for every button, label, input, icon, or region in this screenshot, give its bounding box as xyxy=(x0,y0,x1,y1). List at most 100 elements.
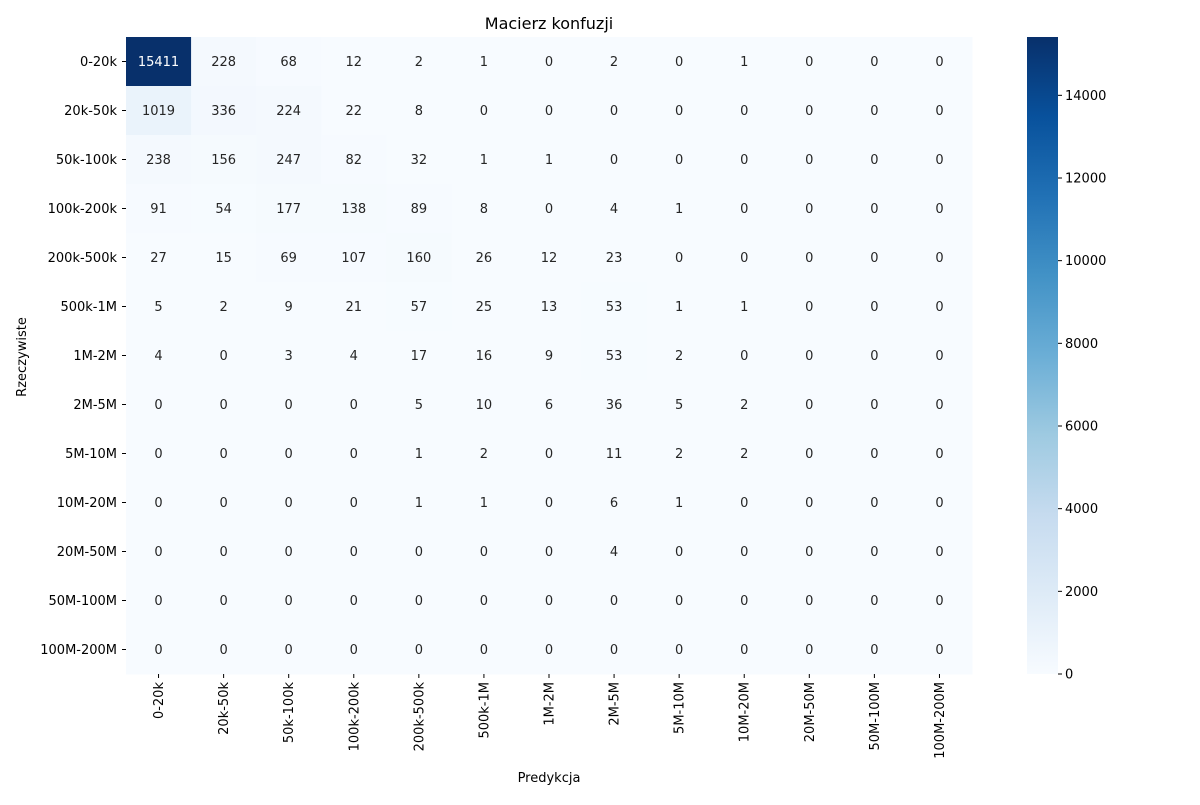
heatmap-cell xyxy=(321,429,387,479)
heatmap-cell xyxy=(906,625,973,675)
cell-value-label: 68 xyxy=(280,55,297,70)
heatmap-cells xyxy=(126,37,973,675)
cell-value-label: 177 xyxy=(276,202,301,217)
cell-value-label: 15 xyxy=(215,251,232,266)
cell-value-label: 1 xyxy=(415,447,423,462)
y-tick-label: 2M-5M xyxy=(73,398,117,413)
heatmap-cell xyxy=(191,576,257,626)
heatmap-cell xyxy=(646,331,713,381)
cell-value-label: 0 xyxy=(219,594,227,609)
cell-value-label: 107 xyxy=(341,251,366,266)
y-tick-label: 20k-50k xyxy=(64,104,117,119)
heatmap-cell xyxy=(711,282,778,332)
heatmap-cell xyxy=(581,576,648,626)
heatmap-cell xyxy=(191,625,257,675)
heatmap-cell xyxy=(711,380,778,430)
heatmap-cell xyxy=(646,233,713,283)
heatmap-cell xyxy=(646,625,713,675)
x-tick-label: 0-20k xyxy=(152,682,167,720)
heatmap-cell xyxy=(711,478,778,528)
cell-value-label: 0 xyxy=(870,447,878,462)
heatmap-cell xyxy=(776,429,843,479)
colorbar-tick-label: 8000 xyxy=(1065,337,1098,352)
cell-value-label: 0 xyxy=(870,251,878,266)
heatmap-cell xyxy=(906,527,973,577)
cell-value-label: 53 xyxy=(606,300,623,315)
cell-value-label: 1 xyxy=(480,153,488,168)
heatmap-cell xyxy=(646,135,713,185)
heatmap-cell xyxy=(841,233,908,283)
heatmap-cell xyxy=(126,625,192,675)
colorbar-tick-label: 2000 xyxy=(1065,585,1098,600)
heatmap-cell xyxy=(126,86,192,136)
heatmap-cell xyxy=(906,233,973,283)
cell-value-label: 15411 xyxy=(138,55,179,70)
cell-value-label: 36 xyxy=(606,398,623,413)
cell-value-label: 0 xyxy=(870,104,878,119)
cell-value-label: 0 xyxy=(740,153,748,168)
heatmap-cell xyxy=(646,478,713,528)
heatmap-cell xyxy=(711,331,778,381)
cell-value-label: 0 xyxy=(935,496,943,511)
heatmap-cell xyxy=(711,233,778,283)
cell-value-label: 5 xyxy=(415,398,423,413)
heatmap-cell xyxy=(711,429,778,479)
heatmap-cell xyxy=(516,37,583,87)
cell-value-label: 91 xyxy=(150,202,167,217)
heatmap-cell xyxy=(256,135,322,185)
cell-value-label: 0 xyxy=(935,55,943,70)
heatmap-cell xyxy=(191,233,257,283)
x-tick-label: 1M-2M xyxy=(543,682,558,726)
heatmap-cell xyxy=(776,86,843,136)
heatmap-cell xyxy=(581,184,648,234)
cell-value-label: 6 xyxy=(610,496,618,511)
cell-value-label: 0 xyxy=(154,496,162,511)
cell-value-label: 1 xyxy=(480,496,488,511)
cell-value-label: 0 xyxy=(545,594,553,609)
cell-value-label: 9 xyxy=(285,300,293,315)
heatmap-cell xyxy=(126,478,192,528)
heatmap-cell xyxy=(451,380,517,430)
x-tick-label: 20k-50k xyxy=(217,682,232,735)
cell-value-label: 0 xyxy=(935,447,943,462)
cell-value-label: 3 xyxy=(285,349,293,364)
heatmap-cell xyxy=(126,184,192,234)
heatmap-cell xyxy=(386,184,452,234)
cell-value-label: 0 xyxy=(740,202,748,217)
heatmap-cell xyxy=(321,576,387,626)
heatmap-cell xyxy=(516,576,583,626)
cell-value-label: 0 xyxy=(870,545,878,560)
cell-value-label: 0 xyxy=(480,104,488,119)
cell-value-label: 0 xyxy=(480,545,488,560)
cell-value-label: 0 xyxy=(805,251,813,266)
cell-value-label: 0 xyxy=(740,545,748,560)
heatmap-cell xyxy=(256,37,322,87)
x-tick-label: 100M-200M xyxy=(933,682,948,759)
cell-value-label: 1 xyxy=(480,55,488,70)
heatmap-cell xyxy=(386,135,452,185)
heatmap-cell xyxy=(321,37,387,87)
cell-value-label: 0 xyxy=(935,202,943,217)
heatmap-cell xyxy=(256,429,322,479)
cell-value-label: 1 xyxy=(545,153,553,168)
colorbar-tick-label: 12000 xyxy=(1065,171,1106,186)
cell-value-label: 0 xyxy=(870,153,878,168)
y-tick-label: 500k-1M xyxy=(60,300,117,315)
cell-value-label: 0 xyxy=(740,349,748,364)
cell-value-label: 2 xyxy=(740,447,748,462)
heatmap-cell xyxy=(386,380,452,430)
heatmap-cell xyxy=(776,380,843,430)
heatmap-cell xyxy=(256,331,322,381)
cell-value-label: 0 xyxy=(740,104,748,119)
cell-value-label: 0 xyxy=(870,300,878,315)
cell-value-label: 4 xyxy=(350,349,358,364)
cell-value-label: 0 xyxy=(154,643,162,658)
cell-value-label: 6 xyxy=(545,398,553,413)
x-tick-label: 50M-100M xyxy=(868,682,883,750)
cell-value-label: 0 xyxy=(285,447,293,462)
heatmap-cell xyxy=(516,282,583,332)
cell-value-label: 8 xyxy=(480,202,488,217)
heatmap-cell xyxy=(776,233,843,283)
x-tick-label: 100k-200k xyxy=(347,682,362,752)
heatmap-cell xyxy=(386,331,452,381)
